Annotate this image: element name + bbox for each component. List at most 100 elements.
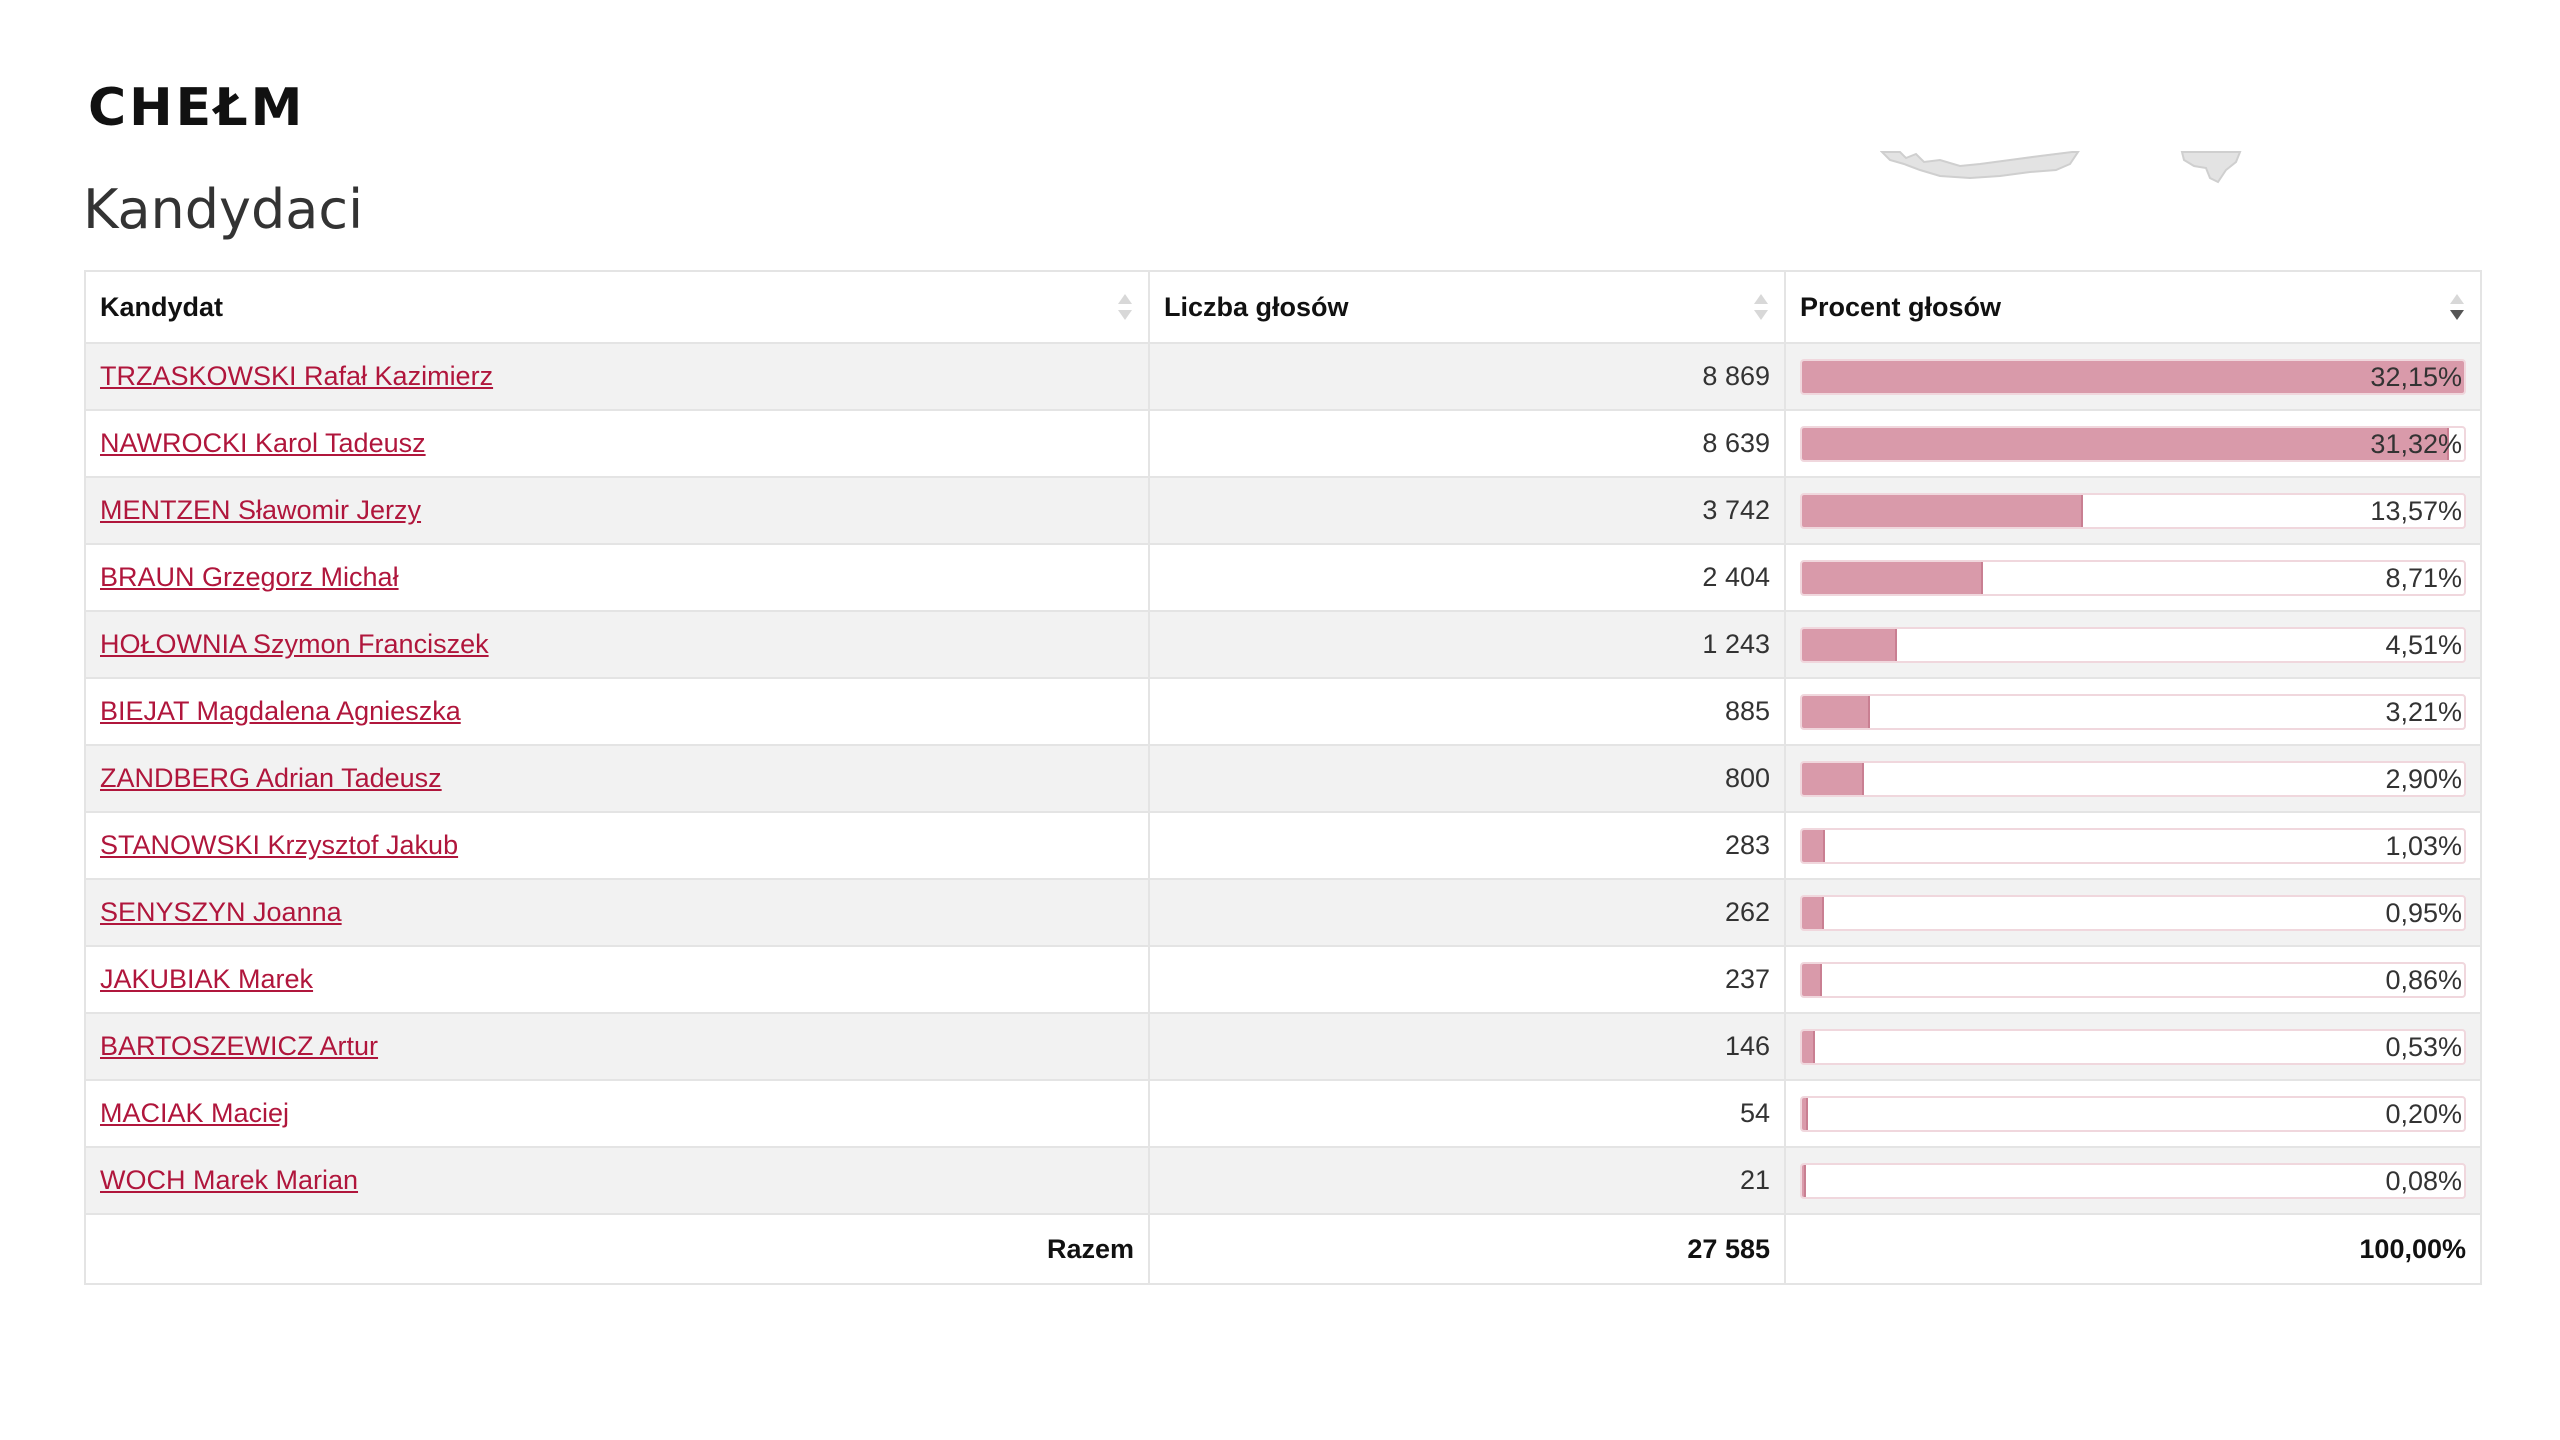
candidate-cell: ZANDBERG Adrian Tadeusz (84, 744, 1150, 813)
percent-label: 0,95% (2385, 897, 2462, 928)
percent-label: 8,71% (2385, 562, 2462, 593)
candidate-cell: HOŁOWNIA Szymon Franciszek (84, 610, 1150, 679)
total-label: Razem (84, 1213, 1150, 1285)
votes-cell: 283 (1148, 811, 1786, 880)
table-row: ZANDBERG Adrian Tadeusz 800 2,90% (84, 744, 2482, 813)
percent-bar: 0,08% (1800, 1162, 2466, 1199)
header-votes-label: Liczba głosów (1164, 291, 1349, 322)
total-percent: 100,00% (1784, 1213, 2482, 1285)
percent-label: 3,21% (2385, 696, 2462, 727)
sort-arrows-icon[interactable] (1754, 290, 1768, 324)
header-percent-label: Procent głosów (1800, 291, 2002, 322)
percent-label: 31,32% (2370, 428, 2462, 459)
table-row: MACIAK Maciej 54 0,20% (84, 1079, 2482, 1148)
percent-bar-fill (1802, 1030, 1815, 1063)
percent-cell: 0,08% (1784, 1146, 2482, 1215)
percent-label: 0,53% (2385, 1031, 2462, 1062)
percent-cell: 1,03% (1784, 811, 2482, 880)
candidate-link[interactable]: SENYSZYN Joanna (100, 897, 342, 927)
results-body: TRZASKOWSKI Rafał Kazimierz 8 869 32,15% NA… (84, 342, 2482, 1215)
candidate-cell: BARTOSZEWICZ Artur (84, 1012, 1150, 1081)
candidate-link[interactable]: TRZASKOWSKI Rafał Kazimierz (100, 361, 494, 391)
percent-bar: 0,95% (1800, 894, 2466, 931)
percent-cell: 13,57% (1784, 476, 2482, 545)
percent-bar: 4,51% (1800, 626, 2466, 663)
candidate-link[interactable]: BRAUN Grzegorz Michał (100, 562, 399, 592)
percent-bar: 31,32% (1800, 425, 2466, 462)
header-candidate[interactable]: Kandydat (84, 270, 1150, 344)
candidate-link[interactable]: WOCH Marek Marian (100, 1165, 359, 1195)
candidate-cell: BRAUN Grzegorz Michał (84, 543, 1150, 612)
percent-label: 32,15% (2370, 361, 2462, 392)
percent-cell: 0,86% (1784, 945, 2482, 1014)
table-row: WOCH Marek Marian 21 0,08% (84, 1146, 2482, 1215)
votes-cell: 885 (1148, 677, 1786, 746)
votes-cell: 8 869 (1148, 342, 1786, 411)
candidate-cell: TRZASKOWSKI Rafał Kazimierz (84, 342, 1150, 411)
percent-cell: 3,21% (1784, 677, 2482, 746)
votes-cell: 800 (1148, 744, 1786, 813)
votes-cell: 54 (1148, 1079, 1786, 1148)
candidate-link[interactable]: BARTOSZEWICZ Artur (100, 1031, 379, 1061)
table-row: SENYSZYN Joanna 262 0,95% (84, 878, 2482, 947)
percent-cell: 32,15% (1784, 342, 2482, 411)
votes-cell: 8 639 (1148, 409, 1786, 478)
header-percent[interactable]: Procent głosów (1784, 270, 2482, 344)
candidate-link[interactable]: STANOWSKI Krzysztof Jakub (100, 830, 459, 860)
votes-cell: 237 (1148, 945, 1786, 1014)
percent-bar: 3,21% (1800, 693, 2466, 730)
percent-bar-fill (1802, 360, 2464, 393)
table-row: MENTZEN Sławomir Jerzy 3 742 13,57% (84, 476, 2482, 545)
table-header-row: Kandydat Liczba głosów Procent głosów (84, 270, 2482, 344)
percent-cell: 8,71% (1784, 543, 2482, 612)
table-row: BIEJAT Magdalena Agnieszka 885 3,21% (84, 677, 2482, 746)
sort-desc-icon[interactable] (2450, 290, 2464, 324)
percent-label: 2,90% (2385, 763, 2462, 794)
candidate-cell: STANOWSKI Krzysztof Jakub (84, 811, 1150, 880)
votes-cell: 262 (1148, 878, 1786, 947)
percent-bar-fill (1802, 494, 2084, 527)
header-candidate-label: Kandydat (100, 291, 224, 322)
votes-cell: 2 404 (1148, 543, 1786, 612)
percent-cell: 0,95% (1784, 878, 2482, 947)
table-row: NAWROCKI Karol Tadeusz 8 639 31,32% (84, 409, 2482, 478)
candidate-link[interactable]: HOŁOWNIA Szymon Franciszek (100, 629, 489, 659)
percent-bar-fill (1802, 695, 1871, 728)
candidate-cell: MACIAK Maciej (84, 1079, 1150, 1148)
percent-label: 0,08% (2385, 1165, 2462, 1196)
percent-cell: 2,90% (1784, 744, 2482, 813)
percent-bar-fill (1802, 829, 1826, 862)
header-votes[interactable]: Liczba głosów (1148, 270, 1786, 344)
city-title: CHEŁM (88, 78, 306, 138)
percent-cell: 31,32% (1784, 409, 2482, 478)
candidate-link[interactable]: BIEJAT Magdalena Agnieszka (100, 696, 461, 726)
percent-bar-fill (1802, 427, 2449, 460)
percent-bar: 2,90% (1800, 760, 2466, 797)
candidate-cell: SENYSZYN Joanna (84, 878, 1150, 947)
percent-label: 1,03% (2385, 830, 2462, 861)
percent-cell: 0,53% (1784, 1012, 2482, 1081)
percent-label: 4,51% (2385, 629, 2462, 660)
percent-bar: 1,03% (1800, 827, 2466, 864)
candidate-link[interactable]: MACIAK Maciej (100, 1098, 290, 1128)
percent-bar-fill (1802, 1097, 1809, 1130)
candidate-cell: NAWROCKI Karol Tadeusz (84, 409, 1150, 478)
votes-cell: 21 (1148, 1146, 1786, 1215)
votes-cell: 3 742 (1148, 476, 1786, 545)
candidate-cell: BIEJAT Magdalena Agnieszka (84, 677, 1150, 746)
candidate-cell: MENTZEN Sławomir Jerzy (84, 476, 1150, 545)
candidate-link[interactable]: JAKUBIAK Marek (100, 964, 314, 994)
percent-cell: 0,20% (1784, 1079, 2482, 1148)
table-row: BARTOSZEWICZ Artur 146 0,53% (84, 1012, 2482, 1081)
percent-bar: 13,57% (1800, 492, 2466, 529)
sort-arrows-icon[interactable] (1118, 290, 1132, 324)
votes-cell: 146 (1148, 1012, 1786, 1081)
candidate-link[interactable]: ZANDBERG Adrian Tadeusz (100, 763, 442, 793)
percent-bar-fill (1802, 762, 1864, 795)
table-row: JAKUBIAK Marek 237 0,86% (84, 945, 2482, 1014)
candidate-cell: JAKUBIAK Marek (84, 945, 1150, 1014)
candidate-link[interactable]: NAWROCKI Karol Tadeusz (100, 428, 426, 458)
percent-cell: 4,51% (1784, 610, 2482, 679)
candidate-link[interactable]: MENTZEN Sławomir Jerzy (100, 495, 422, 525)
